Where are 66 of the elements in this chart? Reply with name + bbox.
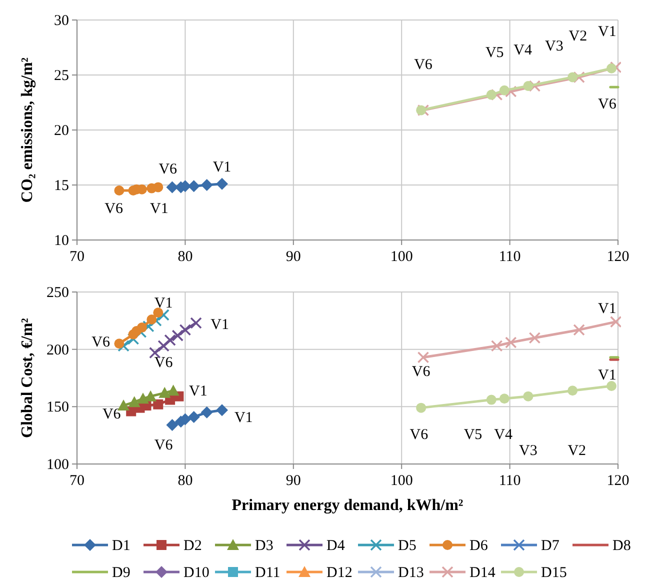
annotation: V1 <box>234 410 253 426</box>
x-tick-label: 80 <box>178 473 193 489</box>
legend-label: D1 <box>112 538 130 554</box>
x-tick-label: 90 <box>286 473 301 489</box>
annotation: V6 <box>104 201 124 218</box>
y-tick-label: 20 <box>54 123 69 139</box>
legend-label: D4 <box>326 538 346 554</box>
annotation: V5 <box>485 44 504 61</box>
annotation: V1 <box>210 317 229 334</box>
x-tick-label: 70 <box>70 249 84 265</box>
annotation: V6 <box>92 334 110 350</box>
y-tick-label: 150 <box>46 400 69 416</box>
y-axis-title: Global Cost, €/m² <box>19 318 36 438</box>
annotation: V1 <box>154 295 173 312</box>
x-tick-label: 120 <box>606 473 630 489</box>
y-tick-label: 10 <box>54 233 69 249</box>
legend-label: D13 <box>398 565 424 581</box>
annotation: V6 <box>414 57 433 73</box>
y-tick-label: 25 <box>54 68 69 84</box>
x-tick-label: 120 <box>606 249 630 265</box>
x-tick-label: 110 <box>498 249 521 265</box>
annotation: V6 <box>410 427 429 444</box>
x-tick-label: 100 <box>390 249 413 265</box>
annotation: V1 <box>189 384 208 400</box>
annotation: V1 <box>598 301 616 318</box>
x-tick-label: 70 <box>70 473 84 489</box>
annotation: V3 <box>544 38 564 54</box>
x-axis-title: Primary energy demand, kWh/m² <box>232 497 464 514</box>
legend-label: D15 <box>541 565 567 581</box>
x-tick-label: 80 <box>178 249 193 265</box>
x-tick-label: 110 <box>498 473 521 489</box>
annotation: V5 <box>464 427 482 444</box>
annotation: V2 <box>568 443 586 460</box>
annotation: V3 <box>519 443 538 460</box>
legend-label: D9 <box>112 565 130 581</box>
annotation: V4 <box>494 427 513 444</box>
legend-label: D14 <box>470 565 496 581</box>
legend-label: D10 <box>184 565 210 581</box>
x-tick-label: 100 <box>390 473 413 489</box>
y-axis-title: CO₂ emissions, kg/m² <box>19 57 36 203</box>
legend-label: D3 <box>255 538 274 554</box>
x-tick-label: 90 <box>286 249 301 265</box>
annotation: V4 <box>514 42 532 59</box>
annotation: V2 <box>568 28 588 44</box>
annotation: V6 <box>102 406 122 423</box>
legend-label: D12 <box>326 565 352 581</box>
legend-label: D11 <box>255 565 280 581</box>
annotation: V1 <box>212 159 232 176</box>
legend-label: D6 <box>470 538 488 554</box>
annotation: V1 <box>598 24 616 40</box>
legend-label: D8 <box>612 538 631 554</box>
annotation: V6 <box>598 96 617 113</box>
legend-label: D2 <box>184 538 202 554</box>
annotation: V1 <box>598 368 616 384</box>
y-tick-label: 250 <box>46 285 69 301</box>
annotation: V1 <box>150 201 168 218</box>
y-tick-label: 100 <box>46 457 69 473</box>
y-tick-label: 200 <box>46 342 69 358</box>
annotation: V6 <box>412 364 431 380</box>
annotation: V6 <box>154 354 174 371</box>
legend-label: D7 <box>541 538 560 554</box>
legend-label: D5 <box>398 538 416 554</box>
y-tick-label: 30 <box>54 13 69 29</box>
annotation: V6 <box>154 438 174 454</box>
y-tick-label: 15 <box>54 178 69 194</box>
annotation: V6 <box>158 162 178 178</box>
